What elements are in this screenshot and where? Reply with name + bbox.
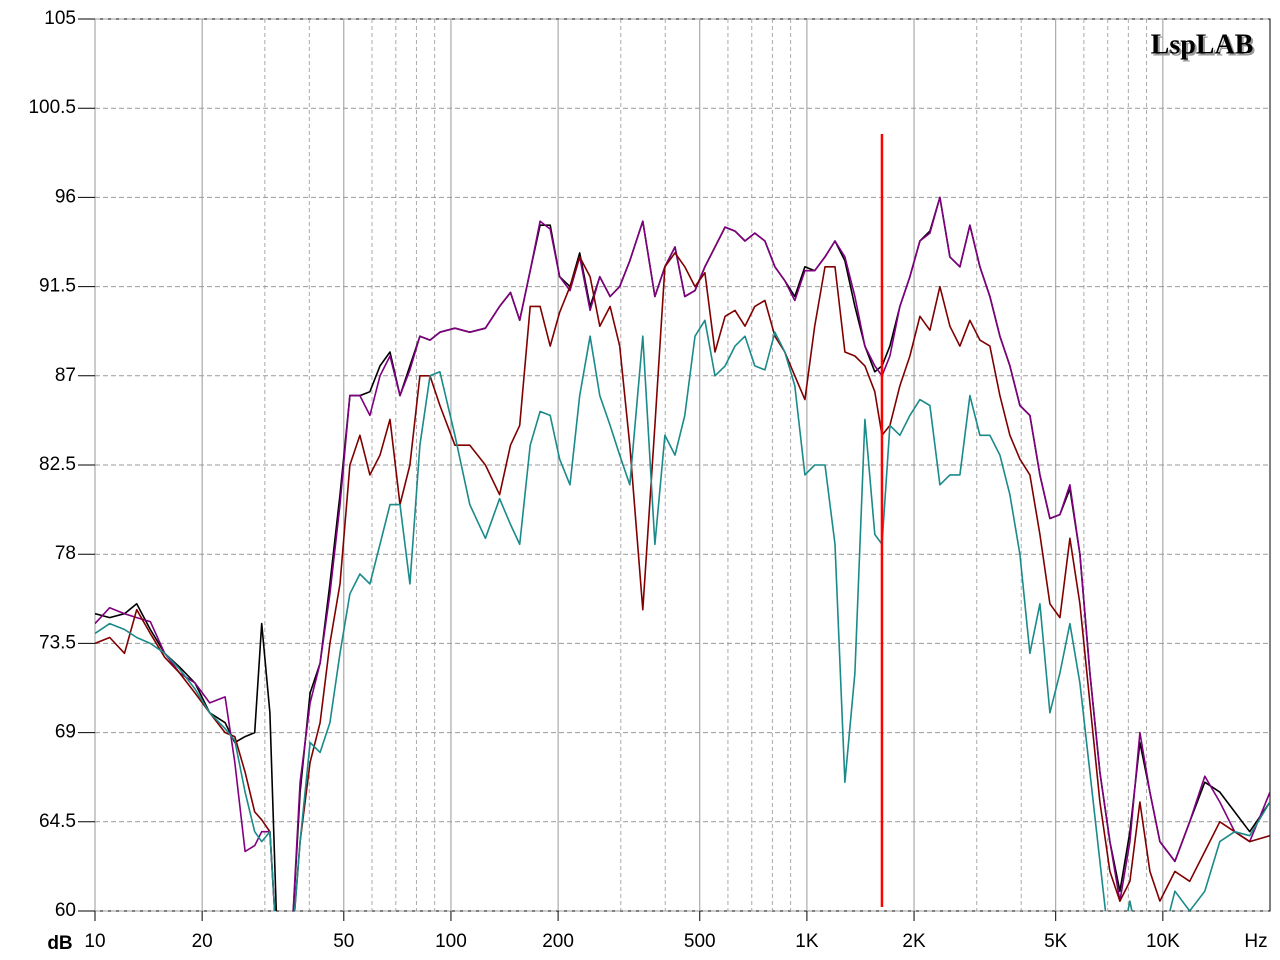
grid <box>94 18 1270 912</box>
x-axis-label: Hz <box>1244 931 1267 952</box>
y-tick-label: 105 <box>44 8 76 29</box>
series-line <box>95 252 1270 911</box>
x-tick-label: 10 <box>84 931 105 952</box>
x-tick-label: 500 <box>684 931 716 952</box>
x-tick-label: 100 <box>435 931 467 952</box>
x-tick-label: 2K <box>902 931 926 952</box>
logo: LspLAB <box>1151 29 1254 60</box>
y-tick-label: 96 <box>55 186 76 207</box>
x-tick-label: 50 <box>333 931 354 952</box>
y-tick-label: 64.5 <box>39 811 76 832</box>
x-tick-label: 200 <box>542 931 574 952</box>
y-tick-label: 100.5 <box>28 97 76 118</box>
y-tick-label: 91.5 <box>39 276 76 297</box>
series-lines <box>95 196 1270 911</box>
y-tick-label: 87 <box>55 365 76 386</box>
y-tick-label: 73.5 <box>39 632 76 653</box>
y-axis-label: dB <box>47 933 72 954</box>
series-line <box>95 196 1270 911</box>
x-tick-label: 20 <box>192 931 213 952</box>
x-tick-label: 1K <box>795 931 819 952</box>
y-tick-label: 69 <box>55 722 76 743</box>
logo-shadow: LspLAB <box>1153 31 1256 62</box>
y-tick-label: 78 <box>55 543 76 564</box>
x-tick-label: 10K <box>1146 931 1180 952</box>
y-tick-label: 82.5 <box>39 454 76 475</box>
x-tick-label: 5K <box>1044 931 1068 952</box>
y-tick-label: 60 <box>55 900 76 921</box>
series-line <box>95 319 1270 911</box>
